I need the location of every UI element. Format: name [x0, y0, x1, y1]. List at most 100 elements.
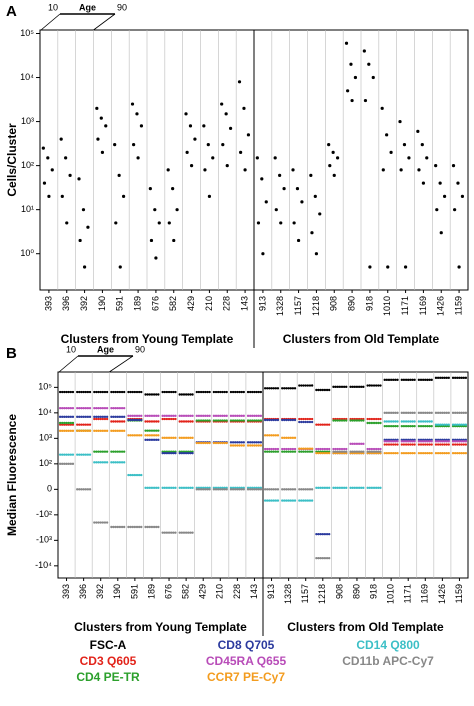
data-cluster [383, 420, 399, 423]
data-point [403, 265, 408, 269]
data-cluster [315, 486, 331, 490]
data-cluster [161, 436, 177, 440]
x-tick-label: 1169 [420, 584, 430, 603]
x-tick-label: 1010 [382, 296, 392, 316]
data-cluster [298, 488, 314, 491]
data-cluster [76, 390, 92, 394]
data-cluster [298, 499, 314, 502]
data-cluster [144, 393, 160, 396]
y-tick-label: -10² [36, 509, 52, 519]
data-cluster [281, 387, 297, 390]
data-cluster [451, 443, 468, 446]
data-point [237, 80, 242, 84]
data-point [417, 168, 421, 172]
data-cluster [76, 488, 92, 491]
data-cluster [417, 420, 433, 423]
data-cluster [229, 419, 245, 422]
data-point [117, 173, 121, 177]
data-cluster [93, 450, 109, 453]
data-cluster [161, 531, 177, 534]
x-tick-label: 676 [150, 296, 160, 311]
data-point [96, 137, 100, 141]
data-cluster [366, 421, 382, 425]
data-cluster [161, 451, 177, 455]
x-tick-label: 392 [79, 296, 89, 311]
data-point [331, 150, 335, 154]
data-cluster [400, 420, 416, 423]
data-point [349, 62, 353, 66]
data-point [77, 177, 81, 181]
data-point [60, 194, 64, 199]
legend-entry: CD14 Q800 [356, 638, 420, 652]
data-cluster [451, 440, 468, 443]
data-point [256, 221, 261, 225]
data-cluster [76, 423, 92, 426]
age-bracket [40, 13, 61, 31]
data-point [46, 156, 50, 160]
data-point [149, 238, 154, 243]
data-cluster [195, 488, 211, 491]
data-cluster [315, 532, 331, 536]
x-tick-label: 582 [181, 584, 191, 599]
data-cluster [332, 447, 348, 451]
data-cluster [434, 423, 450, 426]
data-point [166, 168, 170, 172]
legend-entry: CD4 PE-TR [76, 670, 140, 684]
data-cluster [434, 451, 450, 455]
data-cluster [298, 447, 314, 450]
data-cluster [178, 531, 194, 534]
data-point [291, 168, 295, 172]
data-cluster [229, 444, 245, 447]
group-label: Clusters from Old Template [283, 332, 440, 346]
data-cluster [144, 429, 160, 432]
x-tick-label: 429 [198, 584, 208, 599]
data-point [242, 106, 246, 110]
x-tick-label: 393 [61, 584, 71, 599]
data-cluster [281, 488, 297, 491]
data-cluster [93, 429, 109, 433]
x-tick-label: 1171 [400, 296, 410, 315]
data-cluster [263, 387, 280, 390]
data-point [420, 143, 424, 147]
data-point [172, 238, 176, 243]
data-cluster [93, 415, 109, 419]
data-point [434, 164, 438, 168]
data-point [246, 133, 251, 137]
data-cluster [332, 486, 348, 490]
data-point [451, 164, 456, 168]
data-point [295, 187, 300, 191]
data-point [310, 231, 314, 235]
legend-entry: CD45RA Q655 [206, 654, 287, 668]
x-tick-label: 393 [43, 296, 53, 311]
y-tick-label: 10⁵ [20, 28, 34, 38]
data-point [121, 194, 126, 199]
data-cluster [366, 417, 382, 421]
data-point [153, 208, 157, 212]
data-point [157, 221, 161, 225]
x-tick-label: 1426 [436, 296, 446, 316]
data-point [202, 124, 206, 128]
data-cluster [383, 378, 399, 382]
data-point [81, 208, 86, 212]
data-point [171, 187, 175, 191]
data-cluster [383, 443, 399, 446]
data-cluster [263, 499, 280, 502]
data-cluster [281, 447, 297, 451]
data-point [456, 181, 460, 185]
data-point [65, 221, 69, 225]
data-point [335, 156, 340, 160]
x-tick-label: 1159 [454, 584, 464, 603]
data-cluster [127, 473, 143, 477]
data-point [113, 143, 117, 147]
data-point [78, 238, 82, 243]
x-tick-label: 918 [368, 584, 378, 599]
data-point [318, 212, 322, 216]
data-point [353, 75, 358, 80]
data-cluster [58, 453, 75, 456]
data-point [243, 168, 247, 172]
data-point [407, 156, 411, 160]
data-cluster [76, 406, 92, 410]
x-tick-label: 908 [334, 584, 344, 599]
data-cluster [366, 384, 382, 387]
age-bracket [93, 13, 116, 31]
